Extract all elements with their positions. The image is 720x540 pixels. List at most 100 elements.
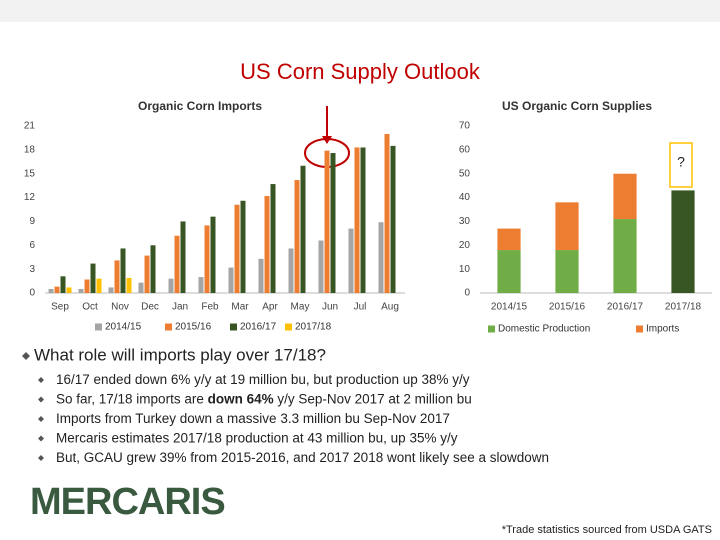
x-tick-label: May <box>291 302 310 313</box>
bar <box>174 235 180 293</box>
x-tick-label: Oct <box>82 302 98 313</box>
y-tick-label: 21 <box>24 121 36 132</box>
bullet-icon <box>38 396 44 403</box>
legend-label: Domestic Production <box>498 324 590 335</box>
bar-segment <box>613 173 637 220</box>
annotation: ? <box>677 154 685 170</box>
x-tick-label: Dec <box>141 302 159 313</box>
bar <box>114 260 120 293</box>
bar <box>330 153 336 293</box>
bar <box>90 263 96 293</box>
bar <box>66 287 72 293</box>
x-tick-label: Jul <box>354 302 367 313</box>
x-tick-label: Apr <box>262 302 278 313</box>
bar-segment <box>555 250 579 293</box>
bar <box>198 277 204 293</box>
y-tick-label: 6 <box>29 240 35 251</box>
legend-label: 2016/17 <box>240 322 277 333</box>
y-tick-label: 10 <box>459 264 471 275</box>
bar <box>60 276 66 293</box>
bullet: But, GCAU grew 39% from 2015-2016, and 2… <box>56 450 549 465</box>
bar-segment <box>497 228 521 251</box>
y-tick-label: 15 <box>24 168 36 179</box>
bullet: 16/17 ended down 6% y/y at 19 million bu… <box>56 372 470 387</box>
footnote: *Trade statistics sourced from USDA GATS <box>502 524 712 536</box>
bullet-icon <box>38 435 44 442</box>
top-band <box>0 0 720 22</box>
bar <box>240 200 246 293</box>
y-tick-label: 3 <box>29 264 35 275</box>
legend-swatch <box>95 323 102 331</box>
logo: MERCARIS <box>30 481 225 523</box>
slide-title: US Corn Supply Outlook <box>240 59 481 84</box>
bullet-part: y/y Sep-Nov 2017 at 2 million bu <box>274 391 472 406</box>
y-tick-label: 9 <box>29 216 35 227</box>
y-tick-label: 30 <box>459 216 471 227</box>
x-tick-label: Jun <box>322 302 338 313</box>
legend-label: Imports <box>646 324 679 335</box>
bar <box>300 165 306 293</box>
bullet-part: But, GCAU grew 39% from 2015-2016, and 2… <box>56 450 549 465</box>
legend-swatch <box>488 325 495 333</box>
x-tick-label: 2015/16 <box>549 302 586 313</box>
bar <box>348 228 354 293</box>
bullet-icon <box>38 416 44 422</box>
bullet-part: Imports from Turkey down a massive 3.3 m… <box>56 411 450 426</box>
x-tick-label: Jan <box>172 302 188 313</box>
bar <box>96 278 102 293</box>
bullet-icon <box>38 377 44 383</box>
bar <box>270 184 276 293</box>
question: What role will imports play over 17/18? <box>34 345 326 364</box>
bar <box>384 133 390 293</box>
legend-swatch <box>636 325 643 333</box>
bar <box>258 258 264 293</box>
bar <box>288 248 294 293</box>
y-tick-label: 0 <box>29 288 35 299</box>
bar <box>138 282 144 293</box>
bar <box>390 145 396 293</box>
bar <box>360 147 366 293</box>
bar <box>126 277 132 293</box>
bar <box>150 245 156 293</box>
bar <box>120 248 126 293</box>
bar <box>210 216 216 293</box>
legend-swatch <box>285 323 292 331</box>
x-tick-label: Feb <box>201 302 219 313</box>
bar <box>318 240 324 293</box>
legend-swatch <box>230 323 237 331</box>
bar <box>168 278 174 293</box>
annotation-box <box>669 142 693 188</box>
chart-title: US Organic Corn Supplies <box>502 99 652 113</box>
bar <box>144 255 150 293</box>
x-tick-label: Sep <box>51 302 69 313</box>
y-tick-label: 18 <box>24 144 36 155</box>
bar-segment <box>555 202 579 251</box>
x-tick-label: Mar <box>231 302 249 313</box>
x-tick-label: Nov <box>111 302 129 313</box>
legend-label: 2014/15 <box>105 322 142 333</box>
chart-title: Organic Corn Imports <box>138 99 262 113</box>
y-tick-label: 12 <box>24 192 36 203</box>
bar-segment <box>671 190 695 293</box>
bullet-part: down 64% <box>208 391 274 406</box>
bar-segment <box>497 250 521 293</box>
bar <box>180 221 186 293</box>
bar <box>354 147 360 293</box>
bullet: Mercaris estimates 2017/18 production at… <box>56 430 458 445</box>
bullet-icon <box>38 455 44 461</box>
bullet-part: So far, 17/18 imports are <box>56 391 208 406</box>
bar <box>228 267 234 293</box>
y-tick-label: 50 <box>459 168 471 179</box>
bar <box>264 195 270 293</box>
bar <box>324 150 330 293</box>
bar <box>84 279 90 293</box>
bar <box>108 287 114 293</box>
x-tick-label: 2014/15 <box>491 302 528 313</box>
bar <box>78 289 84 293</box>
y-tick-label: 70 <box>459 121 471 132</box>
bar <box>378 222 384 293</box>
bullet: So far, 17/18 imports are down 64% y/y S… <box>56 391 472 406</box>
bar <box>204 225 210 293</box>
bullet-part: Mercaris estimates 2017/18 production at… <box>56 430 458 445</box>
